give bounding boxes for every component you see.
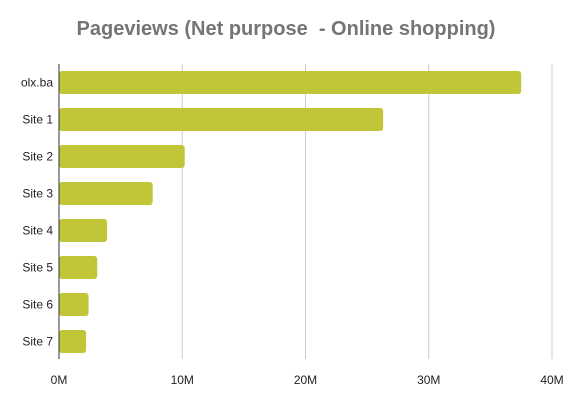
chart-title: Pageviews (Net purpose - Online shopping… bbox=[76, 18, 496, 40]
bar bbox=[59, 108, 384, 131]
x-tick-label: 40M bbox=[540, 373, 563, 387]
x-tick-label: 20M bbox=[294, 373, 317, 387]
x-tick-label: 0M bbox=[51, 373, 68, 387]
category-label: Site 2 bbox=[22, 150, 53, 164]
bar bbox=[59, 219, 108, 242]
bar bbox=[59, 293, 89, 316]
bar bbox=[59, 256, 98, 279]
category-label: Site 4 bbox=[22, 224, 53, 238]
bar bbox=[59, 330, 87, 353]
category-label: Site 1 bbox=[22, 113, 53, 127]
category-label: Site 3 bbox=[22, 187, 53, 201]
x-tick-label: 30M bbox=[417, 373, 440, 387]
category-label: olx.ba bbox=[21, 76, 53, 90]
bar bbox=[59, 145, 185, 168]
x-tick-label: 10M bbox=[171, 373, 194, 387]
bar bbox=[59, 71, 522, 94]
bar bbox=[59, 182, 153, 205]
category-label: Site 5 bbox=[22, 261, 53, 275]
category-label: Site 6 bbox=[22, 298, 53, 312]
category-label: Site 7 bbox=[22, 335, 53, 349]
